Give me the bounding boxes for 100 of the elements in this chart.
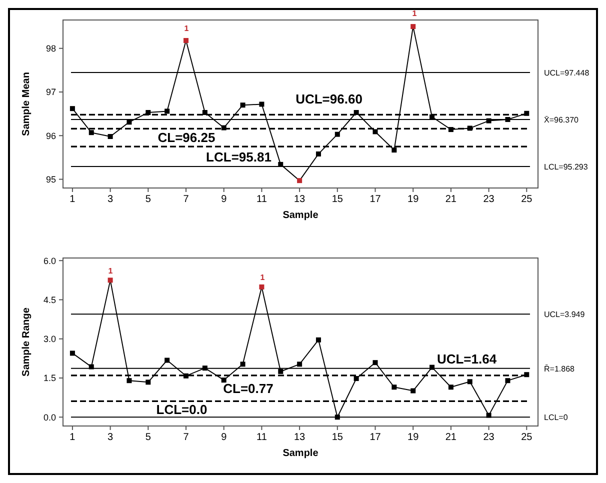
point — [88, 364, 94, 370]
point — [184, 373, 189, 378]
ref-line-label: R̄=1.868 — [544, 364, 576, 374]
point — [126, 120, 132, 125]
point — [448, 127, 454, 132]
x-tick-label: 23 — [483, 194, 495, 205]
annotation: 1 — [260, 273, 266, 282]
point — [259, 284, 264, 290]
x-tick-label: 25 — [521, 194, 533, 205]
x-axis-title: Sample — [282, 448, 319, 459]
ref-line-label: X̄=96.370 — [544, 115, 580, 124]
point — [372, 360, 378, 366]
point — [486, 412, 492, 418]
x-tick-label: 19 — [408, 432, 420, 443]
x-tick-label: 19 — [408, 194, 420, 205]
annotation: CL=96.25 — [158, 130, 216, 146]
x-tick-label: 15 — [332, 432, 344, 443]
point — [221, 125, 226, 130]
point — [240, 362, 246, 367]
y-tick-label: 96 — [46, 130, 56, 141]
x-tick-label: 9 — [221, 194, 228, 205]
point — [430, 364, 435, 370]
y-tick-label: 4.5 — [43, 294, 56, 305]
point — [392, 148, 397, 153]
point — [316, 337, 321, 342]
point — [524, 110, 530, 116]
x-tick-label: 1 — [70, 432, 76, 443]
point — [108, 134, 113, 140]
annotation: UCL=1.64 — [436, 351, 498, 366]
x-tick-label: 5 — [145, 432, 152, 443]
x-tick-label: 1 — [70, 194, 76, 205]
y-tick-label: 98 — [46, 44, 56, 54]
point — [410, 388, 416, 394]
x-tick-label: 9 — [221, 432, 228, 443]
point — [259, 102, 264, 107]
annotation: UCL=96.60 — [296, 92, 362, 107]
x-tick-label: 11 — [256, 432, 268, 443]
x-tick-label: 13 — [294, 194, 306, 205]
point — [70, 350, 75, 356]
point — [70, 106, 75, 112]
y-tick-label: 0.0 — [43, 412, 56, 422]
ref-line-label: UCL=3.949 — [544, 310, 586, 320]
y-axis-title: Sample Range — [21, 307, 32, 376]
point — [430, 114, 435, 120]
point — [146, 380, 151, 385]
ref-line-label: LCL=95.293 — [544, 162, 588, 172]
x-tick-label: 5 — [145, 194, 152, 205]
point — [392, 384, 397, 390]
point — [126, 378, 132, 384]
point — [486, 118, 492, 124]
y-tick-label: 6.0 — [43, 256, 56, 266]
y-tick-label: 95 — [46, 174, 56, 184]
point — [354, 376, 359, 382]
point — [467, 126, 472, 131]
x-tick-label: 17 — [370, 432, 382, 443]
point — [334, 132, 340, 137]
ref-line-label: UCL=97.448 — [544, 68, 590, 78]
text: 1 — [412, 9, 418, 18]
x-axis-title: Sample — [282, 210, 319, 221]
x-tick-label: 11 — [256, 194, 268, 205]
x-tick-label: 7 — [183, 432, 190, 443]
point — [297, 362, 302, 367]
point — [467, 379, 472, 384]
annotation: 1 — [108, 266, 114, 276]
x-tick-label: 25 — [521, 432, 533, 443]
point — [108, 278, 113, 283]
point — [164, 108, 170, 114]
annotation: 1 — [184, 24, 190, 34]
ref-line-label: LCL=0 — [544, 413, 568, 422]
point — [202, 366, 208, 371]
x-tick-label: 15 — [332, 194, 344, 205]
point — [146, 110, 151, 116]
point — [221, 378, 226, 383]
point — [316, 151, 321, 156]
point — [372, 129, 378, 134]
y-tick-label: 3.0 — [43, 334, 56, 344]
point — [240, 102, 246, 108]
point — [448, 384, 454, 390]
point — [202, 110, 208, 116]
point — [410, 24, 416, 30]
x-tick-label: 3 — [108, 432, 114, 443]
point — [334, 414, 340, 420]
point — [297, 178, 302, 184]
point — [184, 38, 189, 44]
point — [524, 372, 530, 378]
y-axis-title: Sample Mean — [21, 72, 32, 136]
annotation: CL=0.77 — [223, 380, 274, 396]
x-tick-label: 7 — [183, 194, 190, 205]
x-tick-label: 21 — [445, 194, 457, 205]
x-tick-label: 21 — [445, 432, 457, 443]
annotation: LCL=0.0 — [156, 402, 208, 417]
y-tick-label: 97 — [46, 87, 56, 98]
x-tick-label: 17 — [370, 194, 382, 205]
point — [164, 358, 170, 363]
x-tick-label: 3 — [108, 194, 114, 205]
point — [505, 378, 510, 384]
annotation: LCL=95.81 — [206, 149, 272, 164]
x-tick-label: 13 — [294, 432, 306, 443]
point — [505, 116, 510, 122]
y-tick-label: 1.5 — [43, 373, 56, 384]
